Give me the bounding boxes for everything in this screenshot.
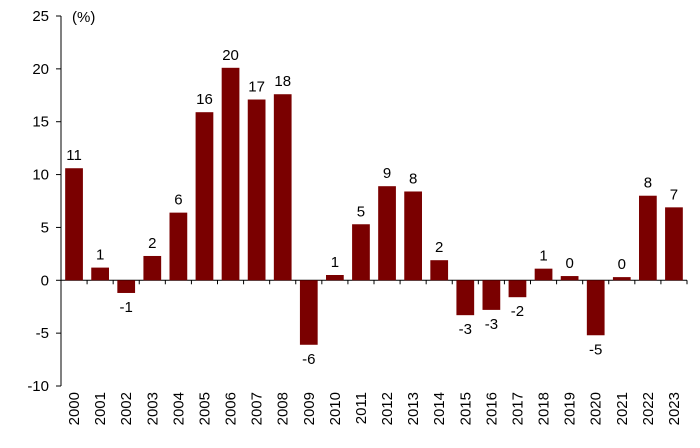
x-tick-label: 2016 — [483, 392, 500, 425]
x-tick-label: 2023 — [666, 392, 683, 425]
data-label-2010: 1 — [331, 254, 339, 271]
data-label-2001: 1 — [96, 247, 104, 264]
bar-2009 — [299, 280, 318, 345]
data-label-2022: 8 — [644, 175, 652, 192]
data-label-2009: -6 — [302, 351, 315, 368]
bar-2008 — [273, 94, 292, 281]
y-tick-label: 5 — [41, 219, 49, 236]
bar-2014 — [430, 260, 449, 281]
bar-2023 — [665, 207, 683, 281]
data-label-2016: -3 — [485, 316, 498, 333]
x-tick-label: 2003 — [144, 392, 161, 425]
y-tick-label: 10 — [32, 167, 49, 184]
data-label-2006: 20 — [222, 47, 239, 64]
data-label-2020: -5 — [589, 341, 602, 358]
bar-2002 — [117, 280, 136, 293]
y-tick-labels: -10 -5 0 5 10 15 20 25 — [27, 8, 49, 395]
y-tick-label: 25 — [32, 8, 49, 25]
x-tick-label: 2011 — [353, 392, 370, 424]
data-label-2015: -3 — [459, 321, 472, 338]
bars — [65, 67, 683, 345]
x-tick-label: 2000 — [66, 392, 83, 425]
bar-2021 — [612, 277, 631, 281]
x-tick-label: 2013 — [405, 392, 422, 425]
x-tick-label: 2009 — [301, 392, 318, 425]
x-tick-label: 2022 — [640, 392, 657, 425]
bar-2015 — [456, 280, 475, 316]
data-label-2000: 11 — [66, 147, 82, 164]
bar-2003 — [143, 255, 162, 281]
data-label-2012: 9 — [383, 165, 391, 182]
x-tick-label: 2005 — [196, 392, 213, 425]
data-label-2011: 5 — [357, 203, 365, 220]
unit-label: (%) — [72, 9, 95, 26]
data-label-2002: -1 — [120, 299, 133, 316]
x-tick-label: 2012 — [379, 392, 396, 425]
bar-2017 — [508, 280, 527, 298]
data-label-2014: 2 — [435, 239, 443, 256]
bar-2020 — [586, 280, 605, 336]
y-tick-label: -5 — [36, 325, 49, 342]
bar-2012 — [378, 186, 396, 281]
bar-2016 — [482, 280, 501, 310]
data-label-2021: 0 — [618, 256, 626, 273]
x-tick-label: 2017 — [509, 392, 526, 425]
bar-2006 — [221, 67, 240, 281]
y-tick-label: 15 — [32, 114, 49, 131]
bar-2011 — [352, 224, 370, 281]
data-label-2019: 0 — [565, 255, 573, 272]
x-tick-label: 2004 — [170, 392, 187, 425]
data-label-2004: 6 — [174, 192, 182, 209]
x-tick-label: 2002 — [118, 392, 135, 425]
data-label-2007: 17 — [248, 79, 265, 96]
x-tick-label: 2010 — [327, 392, 344, 425]
x-tick-label: 2006 — [223, 392, 240, 425]
bar-2007 — [247, 99, 266, 281]
data-label-2013: 8 — [409, 170, 417, 187]
y-tick-label: 20 — [32, 61, 49, 78]
bar-2010 — [326, 275, 344, 281]
bar-2018 — [534, 268, 553, 281]
x-tick-label: 2015 — [457, 392, 474, 425]
data-label-2008: 18 — [274, 73, 291, 90]
x-tick-label: 2018 — [536, 392, 553, 425]
axes — [56, 15, 688, 387]
x-tick-label: 2019 — [562, 392, 579, 425]
bar-2019 — [560, 276, 579, 281]
y-tick-label: 0 — [41, 272, 49, 289]
x-tick-label: 2007 — [249, 392, 266, 425]
x-tick-labels: 2000 2001 2002 2003 2004 2005 2006 2007 2008 2009… — [66, 392, 683, 425]
data-label-2005: 16 — [196, 91, 213, 108]
bar-2000 — [65, 168, 83, 281]
bar-2022 — [639, 195, 657, 281]
data-label-2017: -2 — [511, 303, 524, 320]
y-tick-label: -10 — [27, 378, 49, 395]
x-tick-label: 2008 — [275, 392, 292, 425]
bar-2005 — [195, 112, 214, 281]
data-label-2018: 1 — [539, 248, 547, 265]
bar-2004 — [169, 212, 188, 281]
bar-2013 — [404, 191, 422, 281]
x-tick-label: 2021 — [614, 392, 631, 425]
x-tick-label: 2001 — [92, 392, 109, 425]
x-tick-label: 2020 — [588, 392, 605, 425]
x-tick-label: 2014 — [431, 392, 448, 425]
data-label-2023: 7 — [670, 186, 678, 203]
bar-2001 — [91, 267, 109, 281]
data-label-2003: 2 — [148, 235, 156, 252]
